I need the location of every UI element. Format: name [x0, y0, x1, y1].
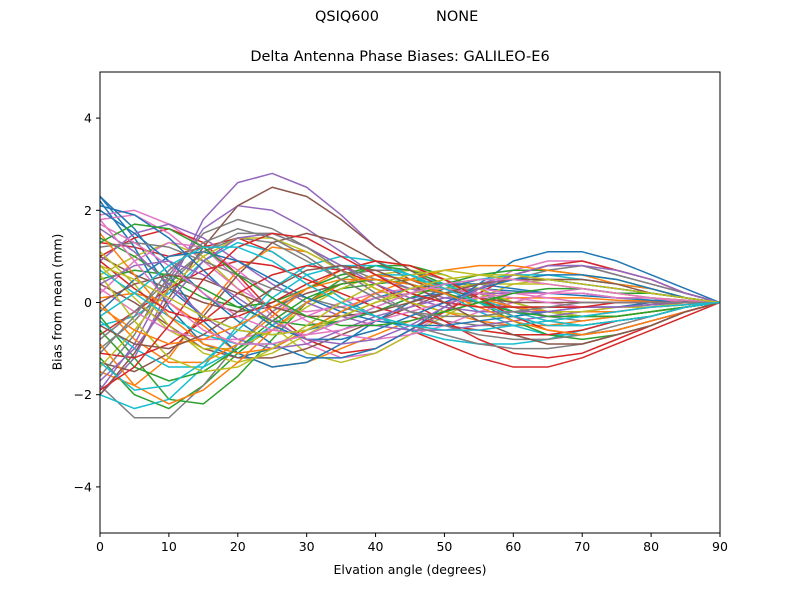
y-tick-label: −4	[74, 479, 92, 494]
series-line-s59	[100, 264, 720, 336]
x-tick-label: 70	[574, 539, 590, 554]
x-tick-label: 60	[505, 539, 521, 554]
y-tick-label: 2	[84, 203, 92, 218]
y-axis-label: Bias from mean (mm)	[49, 233, 65, 371]
series-line-s57	[100, 219, 720, 345]
x-tick-label: 20	[230, 539, 246, 554]
x-tick-label: 10	[161, 539, 177, 554]
series-line-s36	[100, 186, 720, 396]
x-tick-label: 90	[712, 539, 728, 554]
x-tick-label: 80	[643, 539, 659, 554]
series-layer	[100, 172, 720, 419]
y-tick-label: 4	[84, 111, 92, 126]
figure-suptitle-station: QSIQ600	[315, 9, 379, 25]
chart-title: Delta Antenna Phase Biases: GALILEO-E6	[250, 49, 550, 65]
y-tick-label: 0	[84, 295, 92, 310]
series-line-s60	[100, 246, 720, 331]
series-line-s58	[100, 227, 720, 354]
series-line-s50	[100, 264, 720, 391]
series-line-s56	[100, 264, 720, 350]
y-axis-ticks: −4 −2 0 2 4	[74, 111, 100, 494]
figure-suptitle-radome: NONE	[436, 9, 479, 25]
x-axis-ticks: 0 10 20 30 40 50 60 70 80 90	[96, 533, 728, 554]
x-tick-label: 50	[436, 539, 452, 554]
x-axis-label: Elvation angle (degrees)	[333, 562, 487, 577]
x-tick-label: 40	[368, 539, 384, 554]
x-tick-label: 30	[299, 539, 315, 554]
series-line-s45	[100, 232, 720, 382]
x-tick-label: 0	[96, 539, 104, 554]
y-tick-label: −2	[74, 387, 92, 402]
series-line-s51	[100, 204, 720, 341]
